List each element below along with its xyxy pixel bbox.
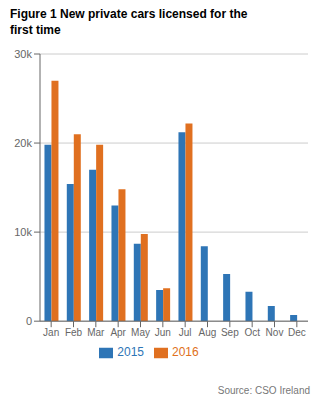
svg-text:Apr: Apr xyxy=(110,327,126,338)
html-text:Figure 1 New private cars lice: Figure 1 New private cars licensed for t… xyxy=(10,7,248,21)
html-text:Source: CSO Ireland: Source: CSO Ireland xyxy=(217,385,310,396)
svg-text:Mar: Mar xyxy=(87,327,105,338)
svg-text:Jun: Jun xyxy=(155,327,171,338)
svg-text:Jan: Jan xyxy=(43,327,59,338)
svg-text:0: 0 xyxy=(26,315,32,327)
svg-text:30k: 30k xyxy=(14,48,32,60)
svg-text:10k: 10k xyxy=(14,226,32,238)
svg-text:May: May xyxy=(131,327,150,338)
svg-text:Oct: Oct xyxy=(244,327,260,338)
svg-text:20k: 20k xyxy=(14,137,32,149)
svg-text:Feb: Feb xyxy=(65,327,83,338)
html-text:first time: first time xyxy=(10,23,61,37)
svg-text:Dec: Dec xyxy=(288,327,306,338)
svg-text:Jul: Jul xyxy=(179,327,192,338)
svg-text:Sep: Sep xyxy=(221,327,239,338)
html-text:2016: 2016 xyxy=(172,345,199,360)
svg-text:Aug: Aug xyxy=(199,327,217,338)
svg-text:Nov: Nov xyxy=(266,327,284,338)
html-text:2015: 2015 xyxy=(117,345,144,360)
